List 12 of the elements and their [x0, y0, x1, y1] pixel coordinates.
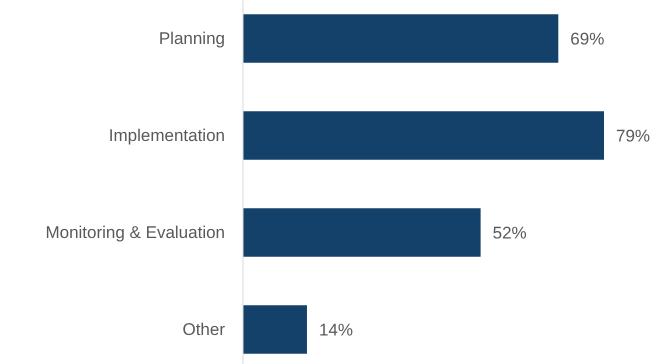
- data-label: 79%: [616, 126, 650, 146]
- data-label: 69%: [570, 29, 604, 48]
- y-tick-label: Implementation: [108, 126, 225, 145]
- bar: [243, 305, 307, 354]
- bar: [243, 208, 481, 257]
- data-label: 52%: [492, 223, 527, 242]
- bar: [243, 14, 558, 63]
- bar: [243, 111, 604, 160]
- data-label: 14%: [318, 320, 354, 340]
- y-tick-label: Monitoring & Evaluation: [45, 222, 225, 242]
- y-tick-label: Planning: [158, 28, 225, 48]
- y-tick-label: Other: [182, 320, 226, 339]
